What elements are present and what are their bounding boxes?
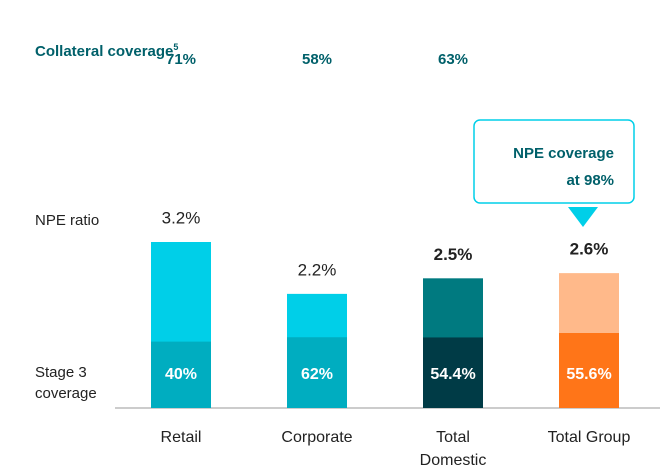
value-label: 2.2% (298, 260, 337, 279)
value-label: 40% (165, 366, 197, 383)
bar-segment (423, 337, 483, 408)
collateral-value: 71% (165, 51, 197, 68)
collateral-value: 63% (437, 51, 469, 68)
value-label: 3.2% (162, 208, 201, 227)
footnote: 5 (173, 42, 179, 52)
bar-segment (559, 333, 619, 408)
collateral-value: 58% (301, 51, 333, 68)
npe-label: NPE ratio (35, 212, 100, 229)
x-tick-label: Total Domestic (419, 429, 487, 469)
callout-line: NPE coverage (513, 145, 614, 162)
collateral-label-text: Collateral coverage (35, 43, 174, 60)
bar-segment (151, 341, 211, 408)
callout-line: at 98% (566, 172, 614, 189)
value-label: 62% (301, 366, 333, 383)
value-label: 55.6% (566, 366, 611, 383)
value-label: 54.4% (430, 366, 475, 383)
stage3-label: Stage 3 coverage (35, 364, 97, 402)
value-label: 2.5% (434, 245, 473, 264)
collateral-label: Collateral coverage5 (35, 36, 178, 63)
x-tick-label: Total Group (547, 429, 631, 446)
x-tick-label: Retail (160, 429, 202, 446)
value-label: 2.6% (570, 240, 609, 259)
x-tick-label: Corporate (281, 429, 353, 446)
bar-segment (287, 337, 347, 408)
callout-text: NPE coverage at 98% (513, 140, 614, 194)
callout-box (473, 119, 635, 204)
callout-arrow (568, 207, 598, 227)
